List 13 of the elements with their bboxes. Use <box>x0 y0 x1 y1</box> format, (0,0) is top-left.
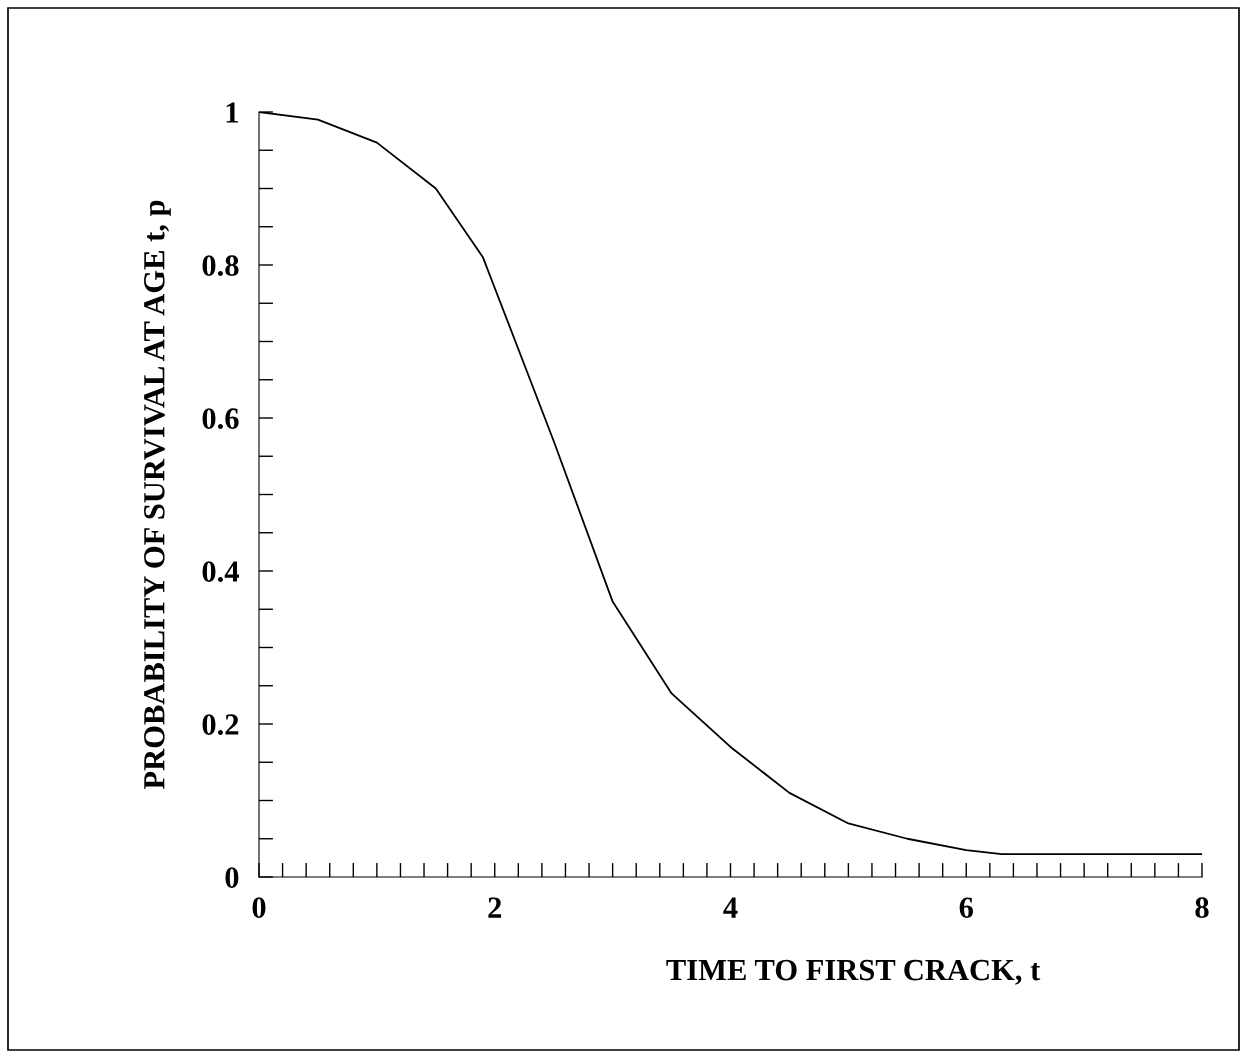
x-axis-title: TIME TO FIRST CRACK, t <box>666 959 1041 985</box>
y-tick-label: 0 <box>225 867 239 888</box>
x-tick-label: 2 <box>488 897 502 918</box>
y-tick-label: 1 <box>226 102 238 123</box>
x-tick-label: 8 <box>1195 897 1209 918</box>
x-tick-label: 0 <box>252 897 266 918</box>
y-tick-label: 0.4 <box>202 561 239 583</box>
y-axis-title: PROBABILITY OF SURVIVAL AT AGE t, p <box>144 200 171 790</box>
y-tick-label: 0.8 <box>202 255 239 277</box>
x-tick-label: 6 <box>959 897 973 918</box>
x-tick-label: 4 <box>723 897 738 918</box>
y-tick-label: 0.6 <box>202 408 239 430</box>
y-tick-label: 0.2 <box>202 714 239 736</box>
